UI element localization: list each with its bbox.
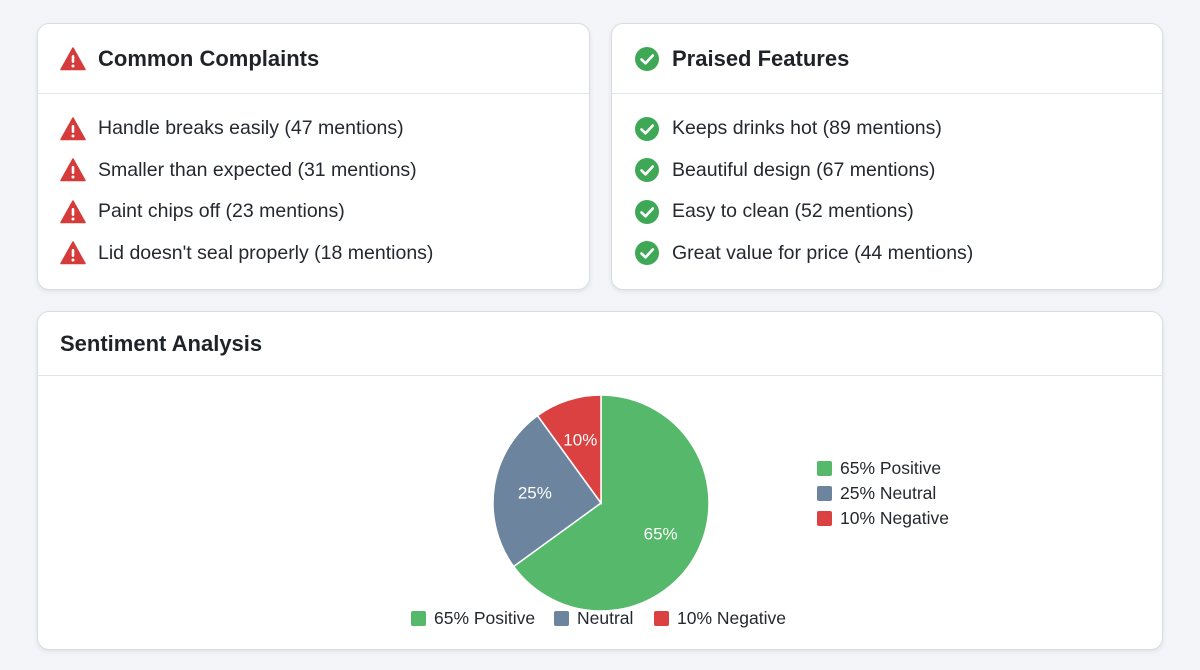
complaints-list: Handle breaks easily (47 mentions) Smalle… — [38, 94, 589, 274]
check-circle-icon — [635, 241, 659, 266]
list-item-label: Great value for price (44 mentions) — [672, 241, 974, 264]
sentiment-header: Sentiment Analysis — [38, 312, 1162, 376]
list-item-label: Lid doesn't seal properly (18 mentions) — [98, 241, 434, 264]
list-item-label: Paint chips off (23 mentions) — [98, 200, 345, 223]
check-circle-icon — [635, 199, 659, 224]
warning-triangle-icon — [60, 46, 86, 70]
pie-slice-negative — [536, 394, 602, 506]
check-circle-icon — [635, 116, 659, 141]
list-item: Great value for price (44 mentions) — [634, 233, 1162, 275]
legend-label: Neutral — [577, 608, 633, 628]
warning-triangle-icon — [60, 241, 86, 265]
list-item: Lid doesn't seal properly (18 mentions) — [60, 233, 589, 275]
pie-slice-neutral — [492, 414, 603, 568]
check-circle-icon — [635, 46, 659, 71]
warning-triangle-icon — [60, 158, 86, 182]
legend-label: 65% Positive — [840, 458, 941, 478]
pie-slice-label: 65% — [644, 524, 678, 543]
legend-swatch — [554, 611, 569, 626]
legend-swatch — [411, 611, 426, 626]
list-item: Keeps drinks hot (89 mentions) — [634, 108, 1162, 150]
complaints-card: Common Complaints Handle breaks easily (… — [37, 23, 590, 290]
list-item-label: Keeps drinks hot (89 mentions) — [672, 117, 942, 140]
list-item: Beautiful design (67 mentions) — [634, 150, 1162, 192]
check-circle-icon — [635, 158, 659, 183]
legend-swatch — [817, 486, 832, 501]
list-item: Handle breaks easily (47 mentions) — [60, 108, 589, 150]
legend-label: 10% Negative — [677, 608, 786, 628]
list-item-label: Handle breaks easily (47 mentions) — [98, 117, 404, 140]
praised-card: Praised Features Keeps drinks hot (89 me… — [611, 23, 1163, 290]
pie-slice-positive — [512, 394, 710, 612]
legend-swatch — [817, 511, 832, 526]
praised-header: Praised Features — [612, 24, 1162, 94]
warning-triangle-icon — [60, 200, 86, 223]
praised-list: Keeps drinks hot (89 mentions) Beautiful … — [612, 94, 1162, 274]
legend-label: 10% Negative — [840, 508, 949, 528]
sentiment-title: Sentiment Analysis — [60, 330, 263, 356]
list-item: Easy to clean (52 mentions) — [634, 191, 1162, 233]
sentiment-pie-chart: 65% 25% 10% 65% Positive 25% Neutral 10% Nega… — [411, 394, 949, 628]
list-item-label: Easy to clean (52 mentions) — [672, 200, 914, 223]
legend-label: 25% Neutral — [840, 483, 936, 503]
list-item-label: Beautiful design (67 mentions) — [672, 158, 936, 181]
pie-slice-label: 10% — [563, 430, 597, 449]
praised-title: Praised Features — [672, 45, 850, 71]
list-item-label: Smaller than expected (31 mentions) — [98, 158, 417, 181]
list-item: Paint chips off (23 mentions) — [60, 191, 589, 233]
legend-label: 65% Positive — [434, 608, 535, 628]
pie-slice-label: 25% — [518, 484, 552, 503]
sentiment-card: Sentiment Analysis 65% 25% 10% 65% Positive… — [37, 311, 1163, 650]
complaints-title: Common Complaints — [98, 45, 320, 71]
complaints-header: Common Complaints — [38, 24, 589, 94]
warning-triangle-icon — [60, 117, 86, 140]
legend-swatch — [654, 611, 669, 626]
list-item: Smaller than expected (31 mentions) — [60, 150, 589, 192]
legend-swatch — [817, 461, 832, 476]
